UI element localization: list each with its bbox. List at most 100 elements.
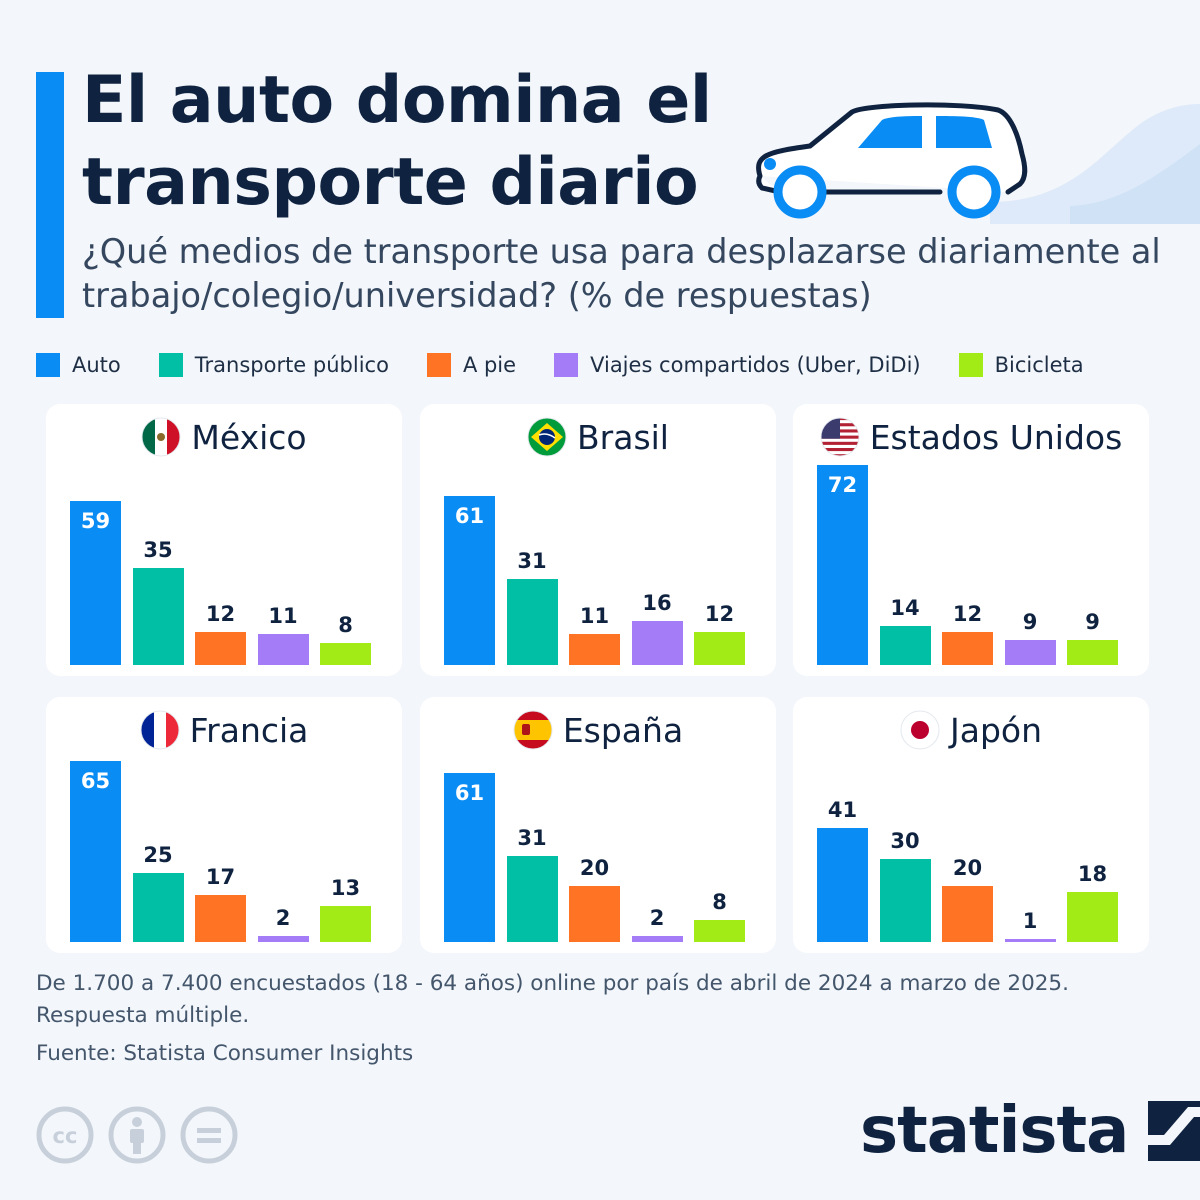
country-name: Brasil bbox=[577, 417, 669, 457]
brazil-flag-icon bbox=[527, 417, 567, 457]
statista-logo[interactable]: statista bbox=[860, 1094, 1200, 1168]
bar-plot: 61 31 20 2 8 bbox=[444, 697, 764, 942]
data-label: 20 bbox=[579, 856, 610, 881]
no-derivatives-icon[interactable] bbox=[180, 1106, 238, 1164]
mexico-flag-icon bbox=[141, 417, 181, 457]
data-label: 35 bbox=[143, 537, 173, 562]
bar-a bbox=[195, 894, 246, 942]
data-label: 17 bbox=[205, 864, 236, 889]
bar-auto bbox=[444, 495, 495, 665]
bar-auto bbox=[70, 761, 121, 942]
legend-item-transporte-publico: Transporte público bbox=[158, 353, 389, 377]
panel-title: España bbox=[420, 705, 776, 755]
bar-bicicleta bbox=[1067, 892, 1118, 942]
bar-a bbox=[942, 631, 993, 665]
country-name: Japón bbox=[949, 710, 1042, 750]
bar-a bbox=[942, 886, 993, 942]
bar-viajes bbox=[631, 620, 683, 665]
statista-mark-icon bbox=[1148, 1101, 1200, 1161]
source-note: Fuente: Statista Consumer Insights bbox=[36, 1041, 414, 1066]
panel-title: Brasil bbox=[420, 412, 776, 462]
legend-label: Transporte público bbox=[194, 353, 389, 377]
bar-transporte bbox=[506, 855, 558, 942]
bar-transporte bbox=[132, 567, 184, 665]
bar-plot: 41 30 20 1 18 bbox=[817, 697, 1137, 942]
footnotes: De 1.700 a 7.400 encuestados (18 - 64 añ… bbox=[36, 968, 1176, 1070]
data-label: 18 bbox=[1077, 862, 1108, 886]
country-panel: México 59 35 12 11 8 bbox=[46, 404, 402, 676]
bar-plot: 72 14 12 9 9 bbox=[817, 404, 1137, 665]
bar-a bbox=[569, 634, 620, 665]
legend-item-bicicleta: Bicicleta bbox=[958, 353, 1084, 377]
legend-label: Bicicleta bbox=[994, 353, 1084, 377]
panel-title: Japón bbox=[793, 705, 1149, 755]
bar-plot: 65 25 17 2 13 bbox=[70, 697, 390, 942]
legend-swatch bbox=[958, 353, 983, 377]
bar-transporte bbox=[879, 858, 931, 942]
data-label: 61 bbox=[454, 780, 485, 805]
country-panel: Francia 65 25 17 2 13 bbox=[46, 697, 402, 953]
panel-title: Francia bbox=[46, 705, 402, 755]
data-label: 11 bbox=[579, 604, 610, 629]
data-label: 41 bbox=[827, 798, 858, 823]
legend-swatch bbox=[426, 353, 451, 377]
cc-icon[interactable]: cc bbox=[36, 1106, 94, 1164]
data-label: 2 bbox=[275, 906, 291, 931]
data-label: 65 bbox=[80, 769, 111, 794]
bar-transporte bbox=[879, 626, 931, 665]
survey-note: De 1.700 a 7.400 encuestados (18 - 64 añ… bbox=[36, 971, 1069, 996]
bar-transporte bbox=[506, 578, 558, 665]
data-label: 20 bbox=[952, 856, 983, 881]
legend-item-a-pie: A pie bbox=[426, 353, 517, 377]
data-label: 8 bbox=[338, 612, 353, 637]
bar-transporte bbox=[132, 872, 184, 942]
car-icon bbox=[756, 102, 1200, 224]
license-icons: cc bbox=[36, 1106, 238, 1164]
attribution-icon[interactable] bbox=[108, 1106, 166, 1164]
legend-label: Viajes compartidos (Uber, DiDi) bbox=[590, 353, 921, 377]
data-label: 59 bbox=[80, 509, 111, 534]
country-panel: Brasil 61 31 11 16 12 bbox=[420, 404, 776, 676]
bar-plot: 59 35 12 11 8 bbox=[70, 404, 390, 665]
bar-plot: 61 31 11 16 12 bbox=[444, 404, 764, 665]
bar-bicicleta bbox=[694, 631, 745, 665]
data-label: 16 bbox=[642, 590, 672, 615]
bar-bicicleta bbox=[320, 642, 371, 665]
bar-viajes bbox=[1004, 939, 1056, 942]
data-label: 61 bbox=[454, 503, 485, 528]
brand-name: statista bbox=[860, 1094, 1129, 1168]
data-label: 12 bbox=[205, 601, 236, 626]
bar-viajes bbox=[1004, 640, 1056, 665]
data-label: 9 bbox=[1085, 610, 1100, 634]
country-name: España bbox=[562, 710, 684, 750]
legend-swatch bbox=[36, 353, 60, 377]
bar-viajes bbox=[257, 634, 309, 665]
data-label: 1 bbox=[1022, 909, 1038, 934]
legend-label: Auto bbox=[72, 353, 121, 377]
country-name: Estados Unidos bbox=[869, 417, 1123, 457]
data-label: 9 bbox=[1022, 610, 1038, 634]
bar-bicicleta bbox=[694, 919, 745, 942]
data-label: 31 bbox=[517, 825, 547, 850]
legend-label: A pie bbox=[462, 353, 517, 377]
bar-bicicleta bbox=[1067, 640, 1118, 665]
country-panel: España 61 31 20 2 8 bbox=[420, 697, 776, 953]
page-subtitle: ¿Qué medios de transporte usa para despl… bbox=[82, 232, 1161, 315]
data-label: 14 bbox=[890, 596, 920, 621]
data-label: 30 bbox=[890, 828, 920, 853]
bar-auto bbox=[444, 772, 495, 942]
panel-title: México bbox=[46, 412, 402, 462]
data-label: 13 bbox=[330, 875, 361, 900]
bar-auto bbox=[817, 828, 868, 942]
data-label: 2 bbox=[649, 906, 665, 931]
legend-swatch bbox=[554, 353, 579, 377]
multiple-answer-note: Respuesta múltiple. bbox=[36, 1003, 250, 1028]
data-label: 12 bbox=[952, 601, 983, 626]
country-name: México bbox=[191, 417, 307, 457]
data-label: 25 bbox=[143, 842, 173, 867]
bar-viajes bbox=[257, 936, 309, 942]
svg-text:cc: cc bbox=[53, 1124, 78, 1148]
data-label: 31 bbox=[517, 548, 547, 573]
data-label: 72 bbox=[827, 473, 858, 497]
france-flag-icon bbox=[140, 710, 180, 750]
